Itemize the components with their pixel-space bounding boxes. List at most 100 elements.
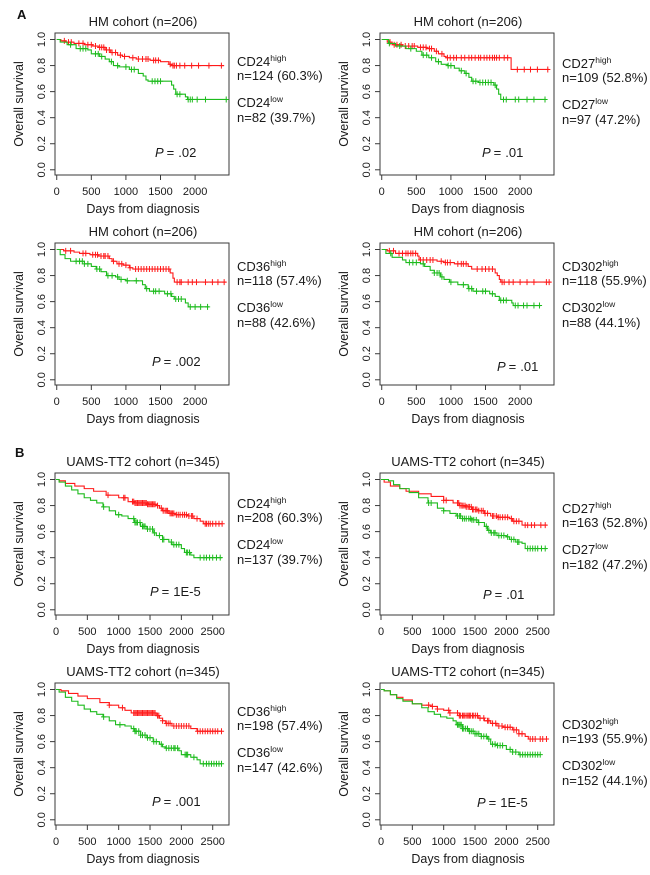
legend-marker: CD302: [562, 717, 602, 732]
censor-mark-high: [171, 510, 177, 517]
y-axis-label: Overall survival: [12, 271, 26, 356]
censor-mark-low: [115, 62, 121, 69]
censor-mark-high: [532, 736, 538, 743]
censor-mark-high: [63, 247, 69, 254]
y-tick-label: 1.0: [36, 32, 48, 47]
censor-mark-high: [83, 250, 89, 257]
y-tick-label: 1.0: [361, 682, 373, 697]
censor-mark-low: [486, 736, 492, 743]
chart-title: HM cohort (n=206): [89, 224, 198, 239]
legend-level-superscript: high: [270, 53, 286, 63]
legend-level-superscript: low: [595, 541, 609, 551]
x-tick-label: 0: [379, 396, 385, 408]
legend-label-low: CD24low: [237, 94, 284, 110]
legend-level-superscript: low: [602, 757, 616, 767]
x-tick-label: 0: [378, 626, 384, 638]
censor-mark-high: [152, 709, 158, 716]
legend-marker: CD27: [562, 56, 595, 71]
censor-mark-high: [507, 724, 513, 731]
censor-mark-low: [95, 50, 101, 57]
y-tick-label: 0.6: [36, 734, 48, 749]
censor-mark-high: [447, 709, 453, 716]
censor-mark-low: [131, 515, 137, 522]
x-axis-label: Days from diagnosis: [86, 852, 199, 866]
censor-mark-low: [473, 78, 479, 85]
y-tick-label: 0.8: [361, 268, 373, 283]
censor-mark-high: [428, 45, 435, 52]
x-tick-label: 1500: [148, 396, 172, 408]
legend-label-low: CD24low: [237, 536, 284, 552]
censor-mark-low: [397, 43, 403, 50]
y-tick-label: 0.2: [36, 346, 48, 361]
x-tick-label: 2000: [183, 186, 207, 198]
legend-marker: CD24: [237, 54, 270, 69]
censor-mark-high: [106, 702, 112, 709]
censor-mark-low: [488, 79, 494, 86]
x-tick-label: 1500: [473, 186, 497, 198]
x-tick-label: 500: [403, 836, 421, 848]
panel-label-a: A: [17, 7, 27, 22]
censor-mark-high: [94, 251, 101, 258]
legend-label-high: CD27high: [562, 55, 612, 71]
censor-mark-high: [524, 279, 530, 286]
censor-mark-high: [121, 53, 128, 60]
legend-count-high: n=124 (60.3%): [237, 68, 323, 83]
censor-mark-low: [115, 273, 121, 280]
censor-mark-low: [101, 713, 107, 720]
censor-mark-high: [112, 49, 119, 56]
y-tick-label: 0.2: [361, 576, 373, 591]
censor-mark-high: [88, 41, 94, 48]
censor-mark-high: [145, 56, 151, 63]
censor-mark-high: [167, 720, 173, 727]
p-symbol: P: [155, 145, 164, 160]
legend-level-superscript: high: [595, 55, 611, 65]
censor-mark-high: [68, 39, 74, 46]
x-tick-label: 500: [403, 626, 421, 638]
y-axis-label: Overall survival: [337, 501, 351, 586]
legend-level-superscript: high: [602, 258, 618, 268]
legend-count-low: n=147 (42.6%): [237, 760, 323, 775]
legend-label-low: CD27low: [562, 541, 609, 557]
censor-mark-low: [108, 58, 114, 65]
legend-level-superscript: low: [270, 94, 284, 104]
km-panel-7: UAMS-TT2 cohort (n=345) 0 500 1000 1500 2000 2…: [12, 664, 323, 866]
p-value-annotation: P = .01: [482, 145, 523, 160]
panel-label-b: B: [15, 445, 25, 460]
censor-mark-high: [215, 279, 221, 286]
censor-mark-high: [430, 256, 436, 263]
y-tick-label: 0.0: [361, 372, 373, 387]
x-tick-label: 2000: [169, 626, 193, 638]
censor-mark-low: [516, 539, 522, 546]
censor-mark-low: [435, 58, 442, 65]
chart-title: HM cohort (n=206): [414, 14, 523, 29]
censor-mark-low: [448, 62, 454, 69]
censor-mark-low: [158, 741, 164, 748]
censor-mark-low: [151, 529, 158, 536]
censor-mark-low: [202, 96, 209, 103]
censor-mark-low: [118, 276, 124, 283]
censor-mark-low: [67, 41, 74, 48]
censor-mark-high: [501, 279, 507, 286]
censor-mark-high: [521, 66, 527, 73]
p-operator: =: [509, 359, 517, 374]
censor-mark-high: [119, 704, 126, 711]
y-tick-label: 1.0: [361, 242, 373, 257]
legend-level-superscript: high: [270, 495, 286, 505]
censor-mark-low: [489, 290, 496, 297]
censor-mark-low: [142, 732, 148, 739]
legend-label-low: CD36low: [237, 299, 284, 315]
censor-mark-low: [492, 741, 498, 748]
x-tick-label: 0: [53, 836, 59, 848]
legend-marker: CD36: [237, 704, 270, 719]
censor-mark-high: [429, 703, 435, 710]
x-tick-label: 2000: [508, 186, 532, 198]
censor-mark-high: [219, 520, 225, 527]
x-tick-label: 1500: [463, 626, 487, 638]
censor-mark-low: [505, 533, 511, 540]
y-tick-label: 0.6: [361, 734, 373, 749]
x-axis-label: Days from diagnosis: [411, 852, 524, 866]
x-axis-label: Days from diagnosis: [411, 202, 524, 216]
censor-mark-high: [546, 279, 552, 286]
censor-mark-low: [137, 519, 143, 526]
y-tick-label: 0.8: [361, 58, 373, 73]
